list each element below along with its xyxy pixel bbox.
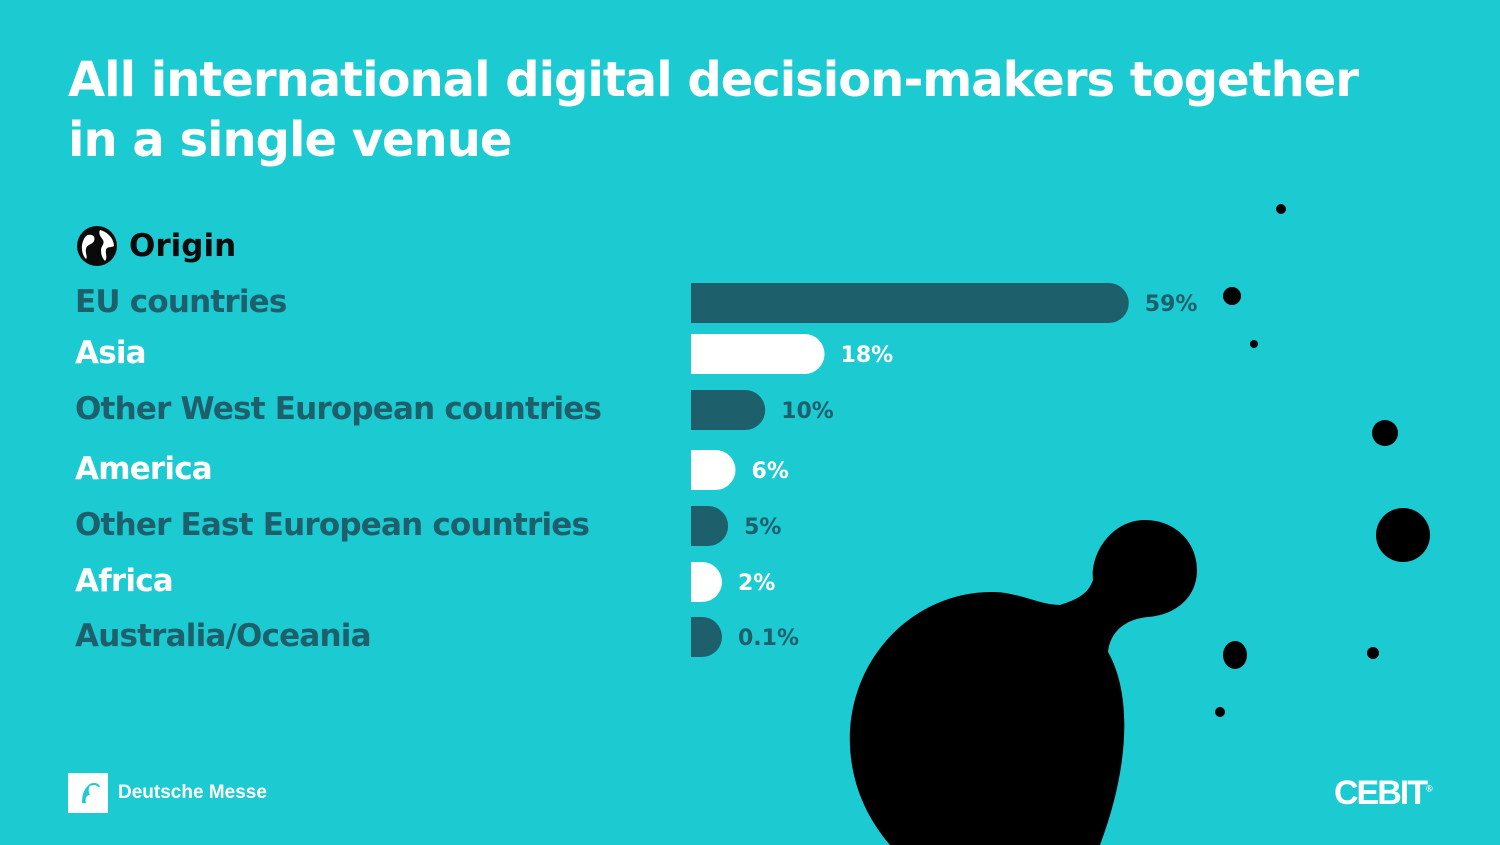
category-label: EU countries (75, 284, 287, 320)
bar (691, 283, 1129, 323)
bar (691, 617, 722, 657)
bars-layer: 59% 18% 10% 6% 5% 2% 0.1% (691, 283, 1197, 657)
decorative-dot (1223, 287, 1241, 305)
category-label: Africa (75, 563, 174, 599)
decorative-dot (1372, 420, 1398, 446)
decorative-dot (1250, 340, 1258, 348)
category-label: Asia (75, 335, 147, 371)
bar (691, 334, 825, 374)
value-label: 10% (781, 399, 834, 424)
deutsche-messe-brand: Deutsche Messe (68, 773, 267, 813)
decorative-dot (1223, 641, 1247, 669)
bar (691, 450, 736, 490)
value-label: 0.1% (738, 626, 799, 651)
origin-label: Origin (129, 228, 237, 264)
decorative-dot (1276, 204, 1286, 214)
bar (691, 562, 722, 602)
decorative-dot (1215, 707, 1225, 717)
value-label: 6% (752, 459, 789, 484)
slide-title: All international digital decision-maker… (68, 52, 1359, 168)
decorative-blobs (849, 204, 1430, 845)
decorative-blob (849, 520, 1197, 845)
registered-mark: ® (1426, 783, 1433, 794)
globe-icon (77, 226, 117, 266)
category-label: America (75, 451, 213, 487)
value-label: 18% (841, 343, 894, 368)
decorative-dot (1376, 508, 1430, 562)
decorative-dot (1367, 647, 1379, 659)
bar (691, 390, 766, 430)
category-label: Other West European countries (75, 391, 602, 427)
deutsche-messe-text: Deutsche Messe (118, 782, 267, 803)
origin-header: Origin (75, 222, 236, 270)
value-label: 2% (738, 571, 775, 596)
cebit-text: CEBIT (1334, 774, 1428, 812)
value-label: 59% (1145, 292, 1198, 317)
cebit-logo: CEBIT® (1334, 774, 1433, 813)
value-label: 5% (744, 515, 781, 540)
bar (691, 506, 729, 546)
deutsche-messe-logo-icon (68, 773, 108, 813)
category-label: Other East European countries (75, 507, 590, 543)
category-label: Australia/Oceania (75, 618, 372, 654)
